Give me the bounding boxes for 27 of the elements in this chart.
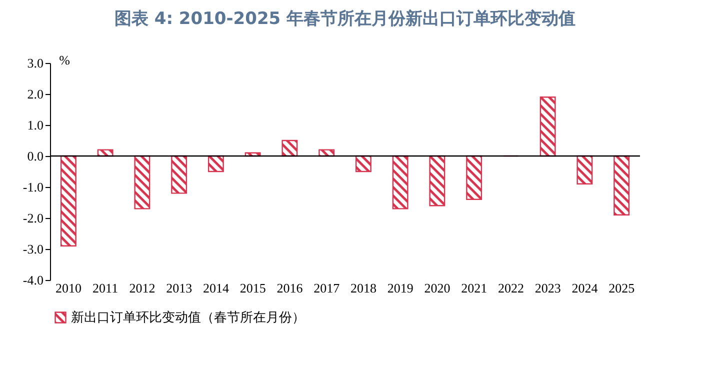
y-tick-label: 1.0 <box>27 118 44 132</box>
x-tick-label: 2011 <box>92 280 118 296</box>
x-tick-label: 2015 <box>240 280 266 296</box>
chart-title: 图表 4: 2010-2025 年春节所在月份新出口订单环比变动值 <box>114 9 576 29</box>
x-tick-label: 2018 <box>350 280 376 296</box>
x-tick-label: 2025 <box>608 280 635 296</box>
x-tick-label: 2010 <box>55 280 82 296</box>
x-tick-label: 2022 <box>498 280 524 296</box>
x-tick-label: 2016 <box>276 280 304 296</box>
y-tick-label: -1.0 <box>22 180 44 194</box>
x-tick-label: 2019 <box>387 280 414 296</box>
y-tick-label: 0.0 <box>27 148 44 164</box>
x-tick-label: 2012 <box>129 280 156 296</box>
x-tick-label: 2020 <box>424 280 450 296</box>
legend-label: 新出口订单环比变动值（春节所在月份） <box>71 310 305 326</box>
y-tick-label: -2.0 <box>22 210 44 226</box>
y-tick-label: -3.0 <box>22 242 44 256</box>
y-tick-label: -4.0 <box>22 272 44 288</box>
y-axis-title: % <box>59 52 70 68</box>
x-tick-label: 2021 <box>461 280 488 296</box>
x-tick-label: 2013 <box>166 280 192 296</box>
y-tick-label: 2.0 <box>27 86 44 102</box>
y-tick-label: 3.0 <box>27 56 44 70</box>
x-tick-label: 2023 <box>534 280 561 296</box>
x-tick-label: 2024 <box>572 280 598 296</box>
x-tick-label: 2017 <box>314 280 340 296</box>
x-tick-label: 2014 <box>202 280 230 296</box>
